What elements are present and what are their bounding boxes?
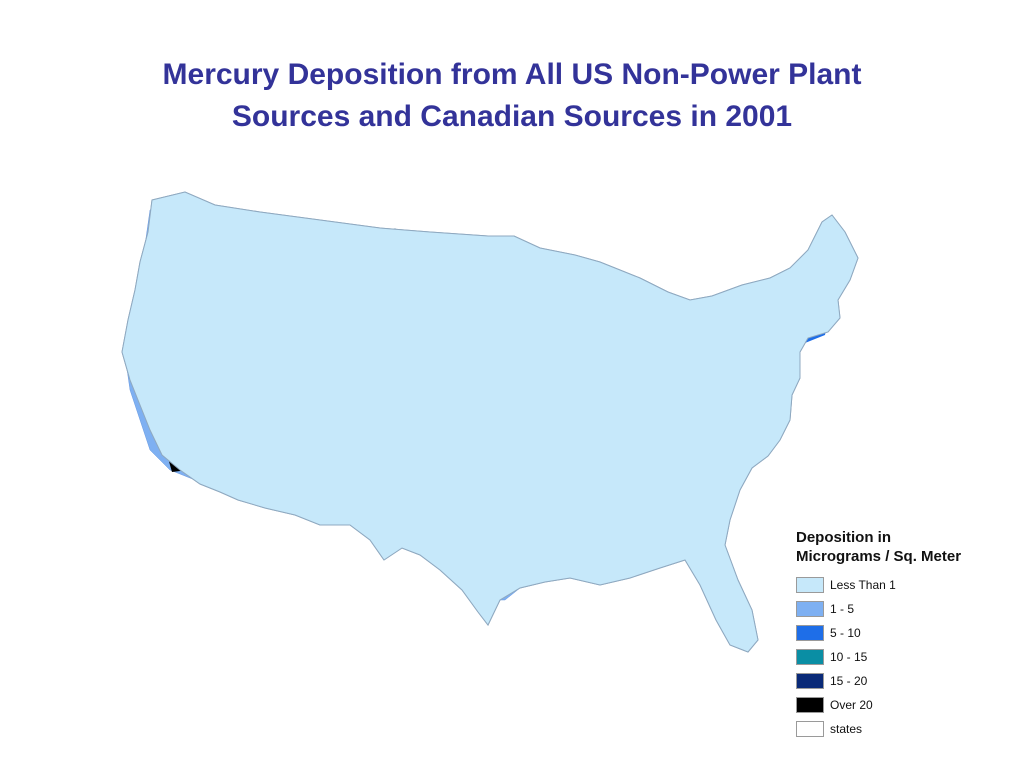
legend-label: 15 - 20 bbox=[830, 674, 868, 688]
title-line-1: Mercury Deposition from All US Non-Power… bbox=[162, 58, 862, 91]
legend-swatch bbox=[796, 721, 824, 737]
legend-label: 10 - 15 bbox=[830, 650, 868, 664]
legend-swatch bbox=[796, 577, 824, 593]
legend-swatch bbox=[796, 649, 824, 665]
map-legend: Deposition in Micrograms / Sq. Meter Les… bbox=[796, 528, 1006, 741]
title-line-2: Sources and Canadian Sources in 2001 bbox=[231, 100, 793, 133]
legend-label: 5 - 10 bbox=[830, 626, 861, 640]
legend-swatch bbox=[796, 697, 824, 713]
legend-item-states: states bbox=[796, 717, 1006, 741]
legend-label: Over 20 bbox=[830, 698, 873, 712]
legend-item-5-10: 5 - 10 bbox=[796, 621, 1006, 645]
legend-swatch bbox=[796, 625, 824, 641]
legend-label: Less Than 1 bbox=[830, 578, 896, 592]
legend-swatch bbox=[796, 673, 824, 689]
legend-item-less-than-1: Less Than 1 bbox=[796, 573, 1006, 597]
legend-items: Less Than 1 1 - 5 5 - 10 10 - 15 15 - 20… bbox=[796, 573, 1006, 741]
legend-title: Deposition in Micrograms / Sq. Meter bbox=[796, 528, 1006, 566]
legend-item-over-20: Over 20 bbox=[796, 693, 1006, 717]
legend-title-line-2: Micrograms / Sq. Meter bbox=[796, 548, 962, 565]
legend-swatch bbox=[796, 601, 824, 617]
legend-item-15-20: 15 - 20 bbox=[796, 669, 1006, 693]
map-title: Mercury Deposition from All US Non-Power… bbox=[0, 54, 1024, 138]
legend-item-10-15: 10 - 15 bbox=[796, 645, 1006, 669]
legend-label: states bbox=[830, 722, 863, 736]
legend-item-1-5: 1 - 5 bbox=[796, 597, 1006, 621]
legend-label: 1 - 5 bbox=[830, 602, 855, 616]
legend-title-line-1: Deposition in bbox=[796, 529, 891, 546]
